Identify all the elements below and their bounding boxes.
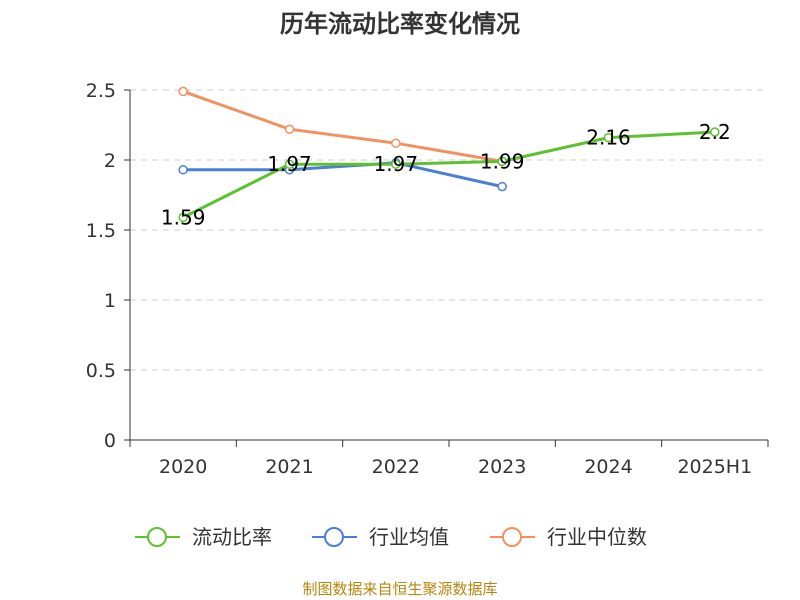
y-tick-label: 1.5 xyxy=(86,220,116,242)
data-point-0 xyxy=(497,156,507,167)
legend-marker-0 xyxy=(147,527,167,547)
y-tick-label: 2 xyxy=(104,150,116,172)
source-note: 制图数据来自恒生聚源数据库 xyxy=(302,580,497,598)
data-label: 1.59 xyxy=(161,205,206,229)
y-tick-label: 1 xyxy=(104,290,116,312)
x-tick-label: 2024 xyxy=(584,456,632,478)
legend-marker-2 xyxy=(502,527,522,547)
data-point-0 xyxy=(284,159,295,169)
data-label: 1.97 xyxy=(267,152,312,176)
x-tick-label: 2022 xyxy=(372,456,420,478)
series-line-2 xyxy=(182,89,503,163)
data-point-2 xyxy=(391,138,401,148)
axes: 0 0.5 1 1.5 2 2.5 2020 2021 2022 2023 2024 2025H1 xyxy=(86,80,769,478)
data-point-0 xyxy=(391,159,401,169)
data-point-1 xyxy=(497,181,507,192)
y-tick-label: 0 xyxy=(104,430,116,452)
legend: 流动比率 行业均值 行业中位数 xyxy=(135,525,647,549)
data-labels: 1.59 1.97 1.97 1.99 2.16 2.2 xyxy=(161,120,731,229)
data-point-0 xyxy=(710,127,720,137)
series-lines xyxy=(178,86,720,223)
series-line-0 xyxy=(182,130,715,219)
x-tick-label: 2025H1 xyxy=(677,456,752,478)
y-tick-label: 2.5 xyxy=(86,80,116,102)
legend-marker-1 xyxy=(324,527,344,547)
data-label: 1.99 xyxy=(480,149,525,173)
data-label: 2.2 xyxy=(699,120,731,144)
legend-label-2: 行业中位数 xyxy=(547,525,647,549)
chart-title: 历年流动比率变化情况 xyxy=(280,10,520,38)
legend-label-0: 流动比率 xyxy=(192,525,272,549)
series-line-1 xyxy=(183,161,503,189)
x-tick-label: 2020 xyxy=(159,456,207,478)
data-point-0 xyxy=(178,212,188,223)
data-point-2 xyxy=(284,124,295,134)
y-tick-label: 0.5 xyxy=(86,360,116,382)
data-point-2 xyxy=(178,86,188,97)
data-point-0 xyxy=(603,132,614,143)
x-tick-label: 2023 xyxy=(478,456,526,478)
data-label: 1.97 xyxy=(374,152,419,176)
legend-label-1: 行业均值 xyxy=(369,525,449,549)
x-tick-label: 2021 xyxy=(265,456,313,478)
data-point-1 xyxy=(178,165,188,175)
grid xyxy=(130,89,768,371)
data-label: 2.16 xyxy=(586,126,631,150)
